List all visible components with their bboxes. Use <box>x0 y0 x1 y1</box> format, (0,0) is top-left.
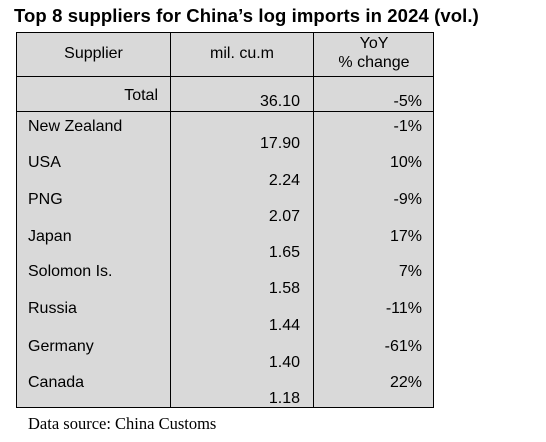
supplier-name: PNG <box>28 191 63 208</box>
header-volume: mil. cu.m <box>210 45 274 62</box>
supplier-name: Solomon Is. <box>28 263 113 280</box>
supplier-yoy: 10% <box>389 154 422 171</box>
supplier-name: New Zealand <box>28 118 123 135</box>
header-supplier: Supplier <box>64 45 123 62</box>
column-divider <box>170 33 171 407</box>
total-volume: 36.10 <box>259 93 300 110</box>
supplier-yoy: -1% <box>393 118 422 135</box>
supplier-volume: 1.58 <box>268 280 300 297</box>
header-yoy-line2: % change <box>338 54 410 71</box>
supplier-volume: 1.18 <box>268 390 300 407</box>
supplier-name: Germany <box>28 338 94 355</box>
header-divider <box>17 76 433 77</box>
suppliers-table: Supplier mil. cu.m YoY % change Total 36… <box>16 32 434 408</box>
supplier-yoy: 7% <box>398 263 422 280</box>
supplier-volume: 1.44 <box>268 317 300 334</box>
supplier-name: Canada <box>28 374 85 391</box>
supplier-yoy: 17% <box>389 228 422 245</box>
total-divider <box>17 111 433 112</box>
supplier-name: USA <box>28 154 61 171</box>
supplier-volume: 17.90 <box>259 135 300 152</box>
data-source-note: Data source: China Customs <box>28 414 217 433</box>
total-label: Total <box>124 87 158 104</box>
supplier-volume: 1.65 <box>268 244 300 261</box>
supplier-volume: 2.07 <box>268 208 300 225</box>
supplier-yoy: -11% <box>385 300 422 317</box>
supplier-volume: 1.40 <box>268 354 300 371</box>
supplier-yoy: 22% <box>389 374 422 391</box>
total-yoy: -5% <box>393 93 422 110</box>
table-title: Top 8 suppliers for China’s log imports … <box>14 5 479 26</box>
supplier-volume: 2.24 <box>268 172 300 189</box>
column-divider <box>313 33 314 407</box>
supplier-yoy: -9% <box>393 191 422 208</box>
supplier-yoy: -61% <box>384 338 422 355</box>
supplier-name: Russia <box>28 300 77 317</box>
header-yoy-line1: YoY <box>359 35 389 52</box>
supplier-name: Japan <box>28 228 72 245</box>
